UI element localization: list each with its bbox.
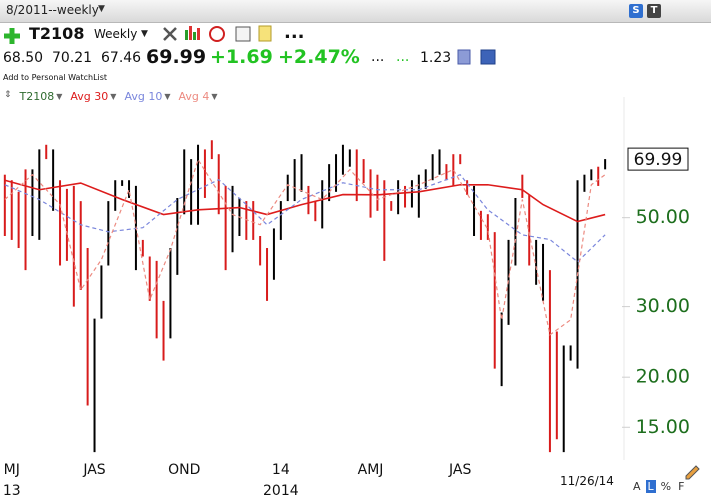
title-bar: 8/2011--weekly ▼ S T — [0, 0, 711, 23]
x-tick-label: JAS — [82, 462, 105, 478]
quote-low: 67.46 — [101, 50, 142, 66]
x-tick-label: OND — [168, 462, 200, 478]
year-label: 2014 — [263, 483, 299, 499]
note-icon[interactable] — [258, 25, 272, 42]
save-icon[interactable] — [480, 49, 496, 65]
x-tick-label: AMJ — [358, 462, 384, 478]
symbol[interactable]: T2108 — [29, 24, 85, 43]
dropdown-arrow[interactable]: ▼ — [141, 29, 148, 39]
footer-button[interactable]: A — [633, 480, 641, 493]
legend-arrow[interactable]: ⇕ — [4, 90, 12, 100]
toolbar-icons — [4, 4, 711, 480]
y-tick-label: 15.00 — [636, 416, 690, 438]
moving-average — [4, 179, 606, 223]
dropdown-arrow[interactable]: ▼ — [164, 92, 171, 101]
badge[interactable]: S — [629, 4, 643, 18]
layers-icon[interactable] — [457, 49, 471, 65]
dropdown-arrow[interactable]: ▼ — [211, 92, 218, 101]
y-tick-label: 30.00 — [636, 295, 690, 317]
footer-buttons: A L% F — [631, 480, 686, 493]
add-icon-glyph — [4, 28, 20, 44]
legend: ⇕ T2108 ▼ Avg 30 ▼ Avg 10 ▼ Avg 4 ▼ — [4, 90, 218, 103]
more-button[interactable]: ... — [284, 22, 305, 43]
last-value-label: 69.99 — [634, 150, 683, 170]
legend-entry[interactable]: Avg 4 — [178, 90, 210, 103]
quote-last: 69.99 — [146, 46, 207, 68]
legend-entry[interactable]: T2108 — [19, 90, 55, 103]
moving-average — [4, 158, 606, 336]
y-tick-label: 20.00 — [636, 366, 690, 388]
badge[interactable]: T — [647, 4, 661, 18]
end-date: 11/26/14 — [560, 474, 614, 488]
dropdown-arrow[interactable]: ▼ — [110, 92, 117, 101]
x-tick-label: MJ — [4, 462, 20, 478]
legend-entry[interactable]: Avg 10 — [124, 90, 163, 103]
window-title[interactable]: 8/2011--weekly — [6, 3, 99, 17]
quote-high: 70.21 — [52, 50, 93, 66]
x-tick-label: JAS — [448, 462, 471, 478]
quote-change-pct: +2.47% — [278, 46, 360, 68]
y-tick-label: 50.00 — [636, 206, 690, 228]
x-tick-label: 14 — [272, 462, 290, 478]
dropdown-arrow[interactable]: ▼ — [98, 4, 105, 14]
tools-icon[interactable] — [163, 27, 177, 41]
draw-icon[interactable] — [685, 465, 700, 480]
quote-extra: ... — [396, 49, 410, 65]
moving-average — [4, 173, 606, 263]
footer-button[interactable]: L — [645, 480, 656, 493]
period[interactable]: Weekly — [94, 27, 138, 41]
quote-open: 68.50 — [3, 50, 44, 66]
quote-extra: ... — [371, 49, 385, 65]
calendar-icon[interactable] — [235, 26, 251, 42]
alert-icon[interactable] — [209, 26, 225, 42]
dropdown-arrow[interactable]: ▼ — [56, 92, 63, 101]
year-label: 13 — [3, 483, 21, 499]
legend-entry[interactable]: Avg 30 — [70, 90, 109, 103]
last-value-box — [627, 147, 689, 171]
indicator-icon[interactable] — [185, 26, 200, 40]
quote-change: +1.69 — [210, 46, 273, 68]
quote-ratio: 1.23 — [420, 50, 452, 66]
watchlist-link[interactable]: Add to Personal WatchList — [3, 73, 108, 82]
footer-button[interactable]: % — [660, 480, 672, 493]
footer-button[interactable]: F — [678, 480, 685, 493]
